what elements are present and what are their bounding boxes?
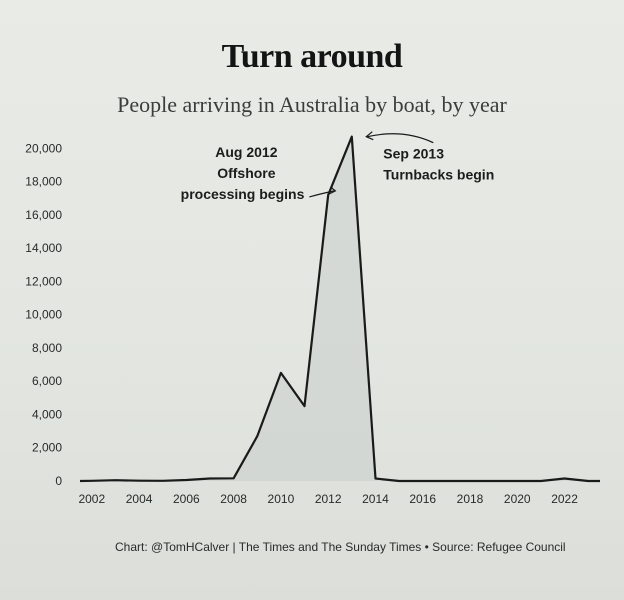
annotation-text: processing begins [181,186,305,202]
chart-subtitle: People arriving in Australia by boat, by… [117,92,507,117]
series-area [79,135,600,483]
x-tick-label: 2010 [268,492,295,506]
annotation-text: Offshore [217,165,276,181]
x-axis: 2002 2004 2006 2008 2010 2012 2014 2016 2018 2020… [78,492,578,506]
y-tick-label: 16,000 [25,208,62,222]
annotation-text: Aug 2012 [215,144,277,160]
x-tick-label: 2008 [220,492,247,506]
annotations: Aug 2012 Offshore processing begins Sep 201… [181,131,494,202]
x-tick-label: 2020 [504,492,531,506]
y-tick-label: 4,000 [32,407,62,421]
chart-title: Turn around [221,38,403,75]
x-tick-label: 2002 [78,492,105,506]
annotation-arrowhead [329,186,337,195]
x-tick-label: 2016 [409,492,436,506]
annotation-text: Turnbacks begin [383,167,494,183]
x-tick-label: 2004 [126,492,153,506]
annotation-1: Aug 2012 Offshore processing begins [181,144,337,202]
annotation-arrowhead [365,131,374,141]
annotation-arrow [309,190,335,198]
y-tick-label: 6,000 [32,374,62,388]
annotation-arrow [367,133,434,144]
y-tick-label: 20,000 [25,141,62,155]
y-tick-label: 0 [55,474,62,488]
annotation-text: Sep 2013 [383,146,444,162]
x-tick-label: 2018 [457,492,484,506]
series-line [79,135,600,483]
y-tick-label: 10,000 [25,308,62,322]
x-tick-label: 2022 [551,492,578,506]
x-tick-label: 2014 [362,492,389,506]
y-tick-label: 8,000 [32,341,62,355]
x-tick-label: 2012 [315,492,342,506]
chart-credit: Chart: @TomHCalver | The Times and The S… [115,540,566,554]
y-axis: 0 2,000 4,000 6,000 8,000 10,000 12,000 14,000 1… [25,141,62,488]
y-tick-label: 12,000 [25,274,62,288]
area-fill [80,136,600,481]
y-tick-label: 18,000 [25,175,62,189]
y-tick-label: 14,000 [25,241,62,255]
y-tick-label: 2,000 [32,441,62,455]
annotation-2: Sep 2013 Turnbacks begin [365,131,494,183]
x-tick-label: 2006 [173,492,200,506]
